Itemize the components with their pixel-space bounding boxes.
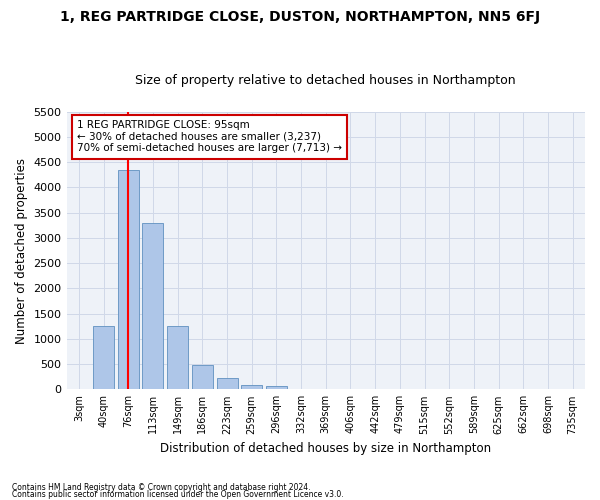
Bar bbox=[241, 384, 262, 390]
Text: Contains HM Land Registry data © Crown copyright and database right 2024.: Contains HM Land Registry data © Crown c… bbox=[12, 484, 311, 492]
Text: 1 REG PARTRIDGE CLOSE: 95sqm
← 30% of detached houses are smaller (3,237)
70% of: 1 REG PARTRIDGE CLOSE: 95sqm ← 30% of de… bbox=[77, 120, 342, 154]
Bar bbox=[217, 378, 238, 390]
Bar bbox=[266, 386, 287, 390]
Bar bbox=[167, 326, 188, 390]
Bar bbox=[192, 365, 213, 390]
Text: 1, REG PARTRIDGE CLOSE, DUSTON, NORTHAMPTON, NN5 6FJ: 1, REG PARTRIDGE CLOSE, DUSTON, NORTHAMP… bbox=[60, 10, 540, 24]
Bar bbox=[93, 326, 114, 390]
X-axis label: Distribution of detached houses by size in Northampton: Distribution of detached houses by size … bbox=[160, 442, 491, 455]
Title: Size of property relative to detached houses in Northampton: Size of property relative to detached ho… bbox=[136, 74, 516, 87]
Text: Contains public sector information licensed under the Open Government Licence v3: Contains public sector information licen… bbox=[12, 490, 344, 499]
Y-axis label: Number of detached properties: Number of detached properties bbox=[15, 158, 28, 344]
Bar bbox=[118, 170, 139, 390]
Bar bbox=[142, 223, 163, 390]
